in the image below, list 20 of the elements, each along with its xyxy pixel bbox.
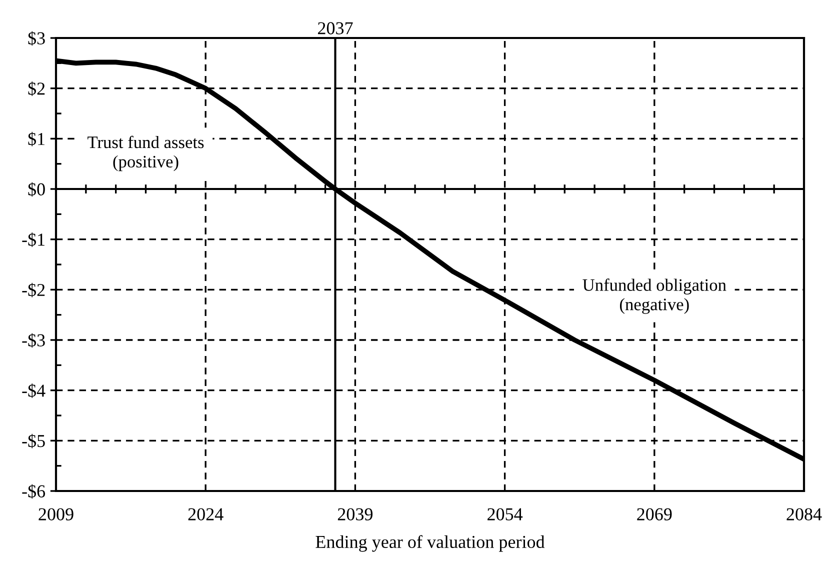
y-tick-label: $2 <box>28 82 45 96</box>
x-tick-label: 2054 <box>488 508 523 520</box>
y-tick-label: $3 <box>28 31 45 46</box>
y-tick-label: -$2 <box>22 282 45 298</box>
y-tick-label: $1 <box>28 132 44 146</box>
y-tick-label: -$3 <box>22 333 45 348</box>
y-tick-label: $0 <box>28 182 45 197</box>
annotation: Trust fund assets (positive) <box>88 136 204 172</box>
ref-line-label: 2037 <box>318 22 353 34</box>
x-tick-label: 2039 <box>338 508 373 520</box>
y-tick-label: -$5 <box>22 434 45 448</box>
x-tick-label: 2024 <box>188 508 224 520</box>
x-axis-title: Ending year of valuation period <box>316 535 545 552</box>
y-tick-label: -$1 <box>22 232 44 247</box>
x-tick-label: 2009 <box>38 508 74 520</box>
y-tick-label: -$6 <box>22 484 46 499</box>
y-tick-label: -$4 <box>22 384 46 398</box>
annotation: Unfunded obligation (negative) <box>582 278 726 314</box>
x-tick-label: 2069 <box>637 508 672 520</box>
x-tick-label: 2084 <box>786 508 822 520</box>
